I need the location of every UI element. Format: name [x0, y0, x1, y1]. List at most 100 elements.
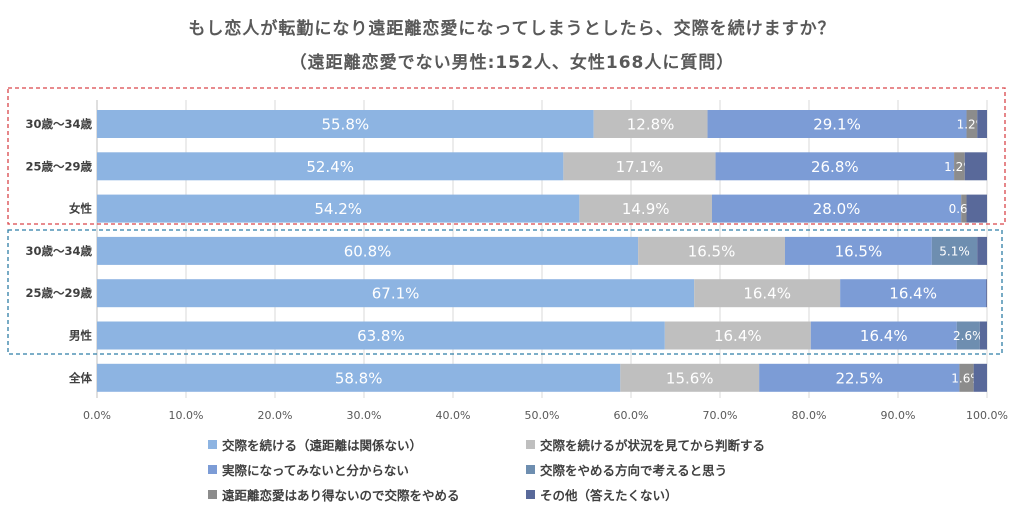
data-label: 29.1%	[813, 116, 861, 134]
data-label: 26.8%	[811, 158, 859, 176]
legend-label: 遠距離恋愛はあり得ないので交際をやめる	[222, 488, 460, 503]
bar-segment	[964, 152, 987, 181]
data-label: 67.1%	[372, 285, 420, 303]
bar-segment	[638, 236, 785, 265]
category-label: 25歳～29歳	[25, 159, 92, 173]
bar-segment	[977, 110, 987, 138]
bar-segment	[97, 236, 639, 265]
bar-segment	[986, 279, 987, 308]
bar-segment	[620, 363, 760, 392]
data-label: 54.2%	[314, 200, 362, 218]
data-label: 16.4%	[860, 327, 908, 345]
category-label: 全体	[68, 371, 92, 385]
legend-label: その他（答えたくない）	[540, 488, 678, 503]
data-label: 2.6%	[953, 329, 984, 343]
legend-swatch	[526, 490, 535, 499]
bar-segment	[593, 110, 708, 138]
bar-segment	[97, 194, 580, 223]
category-label: 男性	[69, 329, 92, 343]
x-tick-label: 90.0%	[881, 409, 916, 422]
bar-segment	[715, 152, 955, 181]
bar-segment	[966, 194, 987, 223]
data-label: 14.9%	[622, 200, 670, 218]
data-label: 52.4%	[306, 158, 354, 176]
bar-segment	[707, 110, 967, 138]
legend-item: その他（答えたくない）	[526, 486, 846, 503]
bar-segment	[694, 279, 841, 308]
data-label: 63.8%	[357, 327, 405, 345]
x-tick-label: 50.0%	[525, 409, 560, 422]
bar-segment	[759, 363, 960, 392]
data-label: 16.4%	[714, 327, 762, 345]
chart-title: もし恋人が転勤になり遠距離恋愛になってしまうとしたら、交際を続けますか？	[188, 19, 836, 39]
bar-segment	[977, 236, 987, 265]
bar-segment	[979, 321, 987, 350]
x-tick-label: 60.0%	[614, 409, 649, 422]
data-label: 60.8%	[344, 242, 392, 260]
data-label: 55.8%	[321, 116, 369, 134]
legend-label: 実際になってみないと分からない	[222, 463, 409, 478]
x-tick-label: 10.0%	[169, 409, 204, 422]
bar-segment	[954, 152, 965, 181]
bar-segment	[711, 194, 962, 223]
category-label: 25歳～29歳	[25, 286, 92, 300]
male-group-box	[7, 229, 1003, 355]
bar-segment	[956, 321, 980, 350]
category-label: 30歳～34歳	[25, 117, 92, 131]
bar-segment	[664, 321, 811, 350]
x-tick-label: 20.0%	[258, 409, 293, 422]
bar-segment	[810, 321, 957, 350]
bar-segment	[961, 194, 967, 223]
data-label: 16.5%	[688, 242, 736, 260]
data-label: 16.4%	[889, 285, 937, 303]
data-label: 17.1%	[616, 158, 664, 176]
bar-segment	[97, 279, 695, 308]
bar-segment	[97, 110, 594, 138]
legend-swatch	[208, 465, 217, 474]
legend-item: 交際を続ける（遠距離は関係ない）	[208, 436, 526, 453]
bar-segment	[97, 363, 621, 392]
legend-item: 実際になってみないと分からない	[208, 461, 526, 478]
x-tick-label: 40.0%	[436, 409, 471, 422]
data-label: 5.1%	[939, 244, 970, 258]
legend-label: 交際を続けるが状況を見てから判断する	[540, 438, 766, 453]
bars: 55.8% 12.8% 29.1% 1.2%52.4% 17.1% 26.8% 1.2%54…	[97, 110, 987, 392]
bar-segment	[840, 279, 987, 308]
legend-label: 交際を続ける（遠距離は関係ない）	[222, 438, 423, 453]
data-label: 15.6%	[666, 369, 714, 387]
legend-label: 交際をやめる方向で考えると思う	[540, 463, 728, 478]
data-label: 22.5%	[835, 369, 883, 387]
bar-segment	[931, 236, 978, 265]
bar-segment	[579, 194, 712, 223]
x-tick-labels: 0.0% 10.0% 20.0% 30.0% 40.0% 50.0% 60.0% 70.0% 8…	[83, 409, 1008, 422]
x-tick-label: 100.0%	[966, 409, 1008, 422]
x-tick-label: 0.0%	[83, 409, 111, 422]
bar-segment	[959, 363, 974, 392]
female-group-box	[7, 87, 1006, 225]
legend-swatch	[526, 440, 535, 449]
bar-segment	[563, 152, 716, 181]
legend: 交際を続ける（遠距離は関係ない） 交際を続けるが状況を見てから判断する実際になって…	[208, 436, 848, 503]
legend-item: 交際を続けるが状況を見てから判断する	[526, 436, 846, 453]
bar-segment	[97, 152, 564, 181]
x-tick-label: 30.0%	[347, 409, 382, 422]
bar-segment	[784, 236, 932, 265]
category-label: 女性	[69, 202, 92, 216]
chart-subtitle: （遠距離恋愛でない男性:152人、女性168人に質問）	[289, 53, 735, 73]
legend-swatch	[208, 440, 217, 449]
x-tick-label: 80.0%	[792, 409, 827, 422]
data-label: 16.4%	[743, 285, 791, 303]
category-label: 30歳～34歳	[25, 244, 92, 258]
data-label: 28.0%	[813, 200, 861, 218]
legend-swatch	[526, 465, 535, 474]
bar-segment	[97, 321, 665, 350]
x-tick-label: 70.0%	[703, 409, 738, 422]
data-label: 12.8%	[627, 116, 675, 134]
bar-segment	[966, 110, 978, 138]
bar-segment	[973, 363, 987, 392]
legend-item: 交際をやめる方向で考えると思う	[526, 461, 846, 478]
data-label: 16.5%	[835, 242, 883, 260]
data-label: 58.8%	[335, 369, 383, 387]
